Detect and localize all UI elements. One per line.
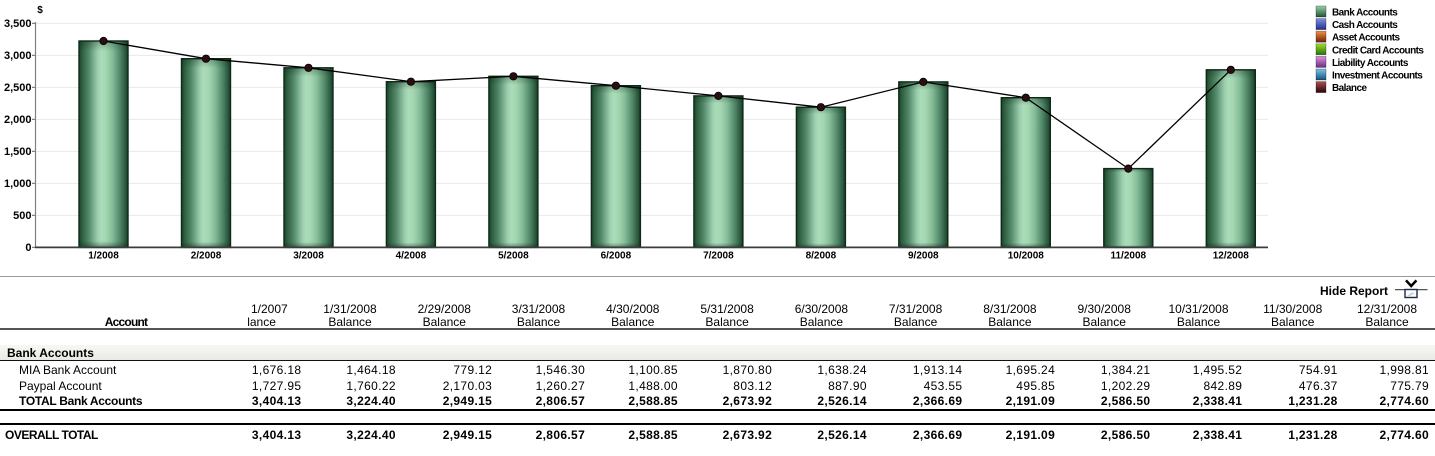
svg-text:Balance: Balance [1332,83,1367,94]
svg-text:3,500: 3,500 [4,18,32,30]
svg-text:Asset Accounts: Asset Accounts [1332,33,1400,44]
svg-text:500: 500 [13,210,31,222]
svg-text:Credit Card Accounts: Credit Card Accounts [1332,45,1424,56]
svg-text:6/2008: 6/2008 [601,251,632,262]
svg-text:10/2008: 10/2008 [1008,251,1045,262]
svg-text:12/2008: 12/2008 [1213,251,1250,262]
svg-text:Cash Accounts: Cash Accounts [1332,20,1398,31]
svg-text:3,000: 3,000 [4,50,32,62]
svg-text:1,500: 1,500 [4,146,32,158]
svg-text:8/2008: 8/2008 [806,251,837,262]
svg-text:1,000: 1,000 [4,178,32,190]
svg-text:3/2008: 3/2008 [293,251,324,262]
svg-text:Liability Accounts: Liability Accounts [1332,58,1409,69]
svg-text:2,000: 2,000 [4,114,32,126]
svg-text:7/2008: 7/2008 [703,251,734,262]
svg-text:1/2008: 1/2008 [88,251,119,262]
svg-text:11/2008: 11/2008 [1110,251,1146,262]
svg-text:Investment Accounts: Investment Accounts [1332,71,1423,82]
svg-text:Bank Accounts: Bank Accounts [1332,8,1398,19]
svg-text:$: $ [37,5,43,16]
svg-text:2/2008: 2/2008 [191,251,222,262]
svg-text:4/2008: 4/2008 [396,251,427,262]
svg-text:5/2008: 5/2008 [498,251,529,262]
svg-text:9/2008: 9/2008 [908,251,939,262]
svg-text:2,500: 2,500 [4,82,32,94]
svg-text:0: 0 [25,242,31,254]
